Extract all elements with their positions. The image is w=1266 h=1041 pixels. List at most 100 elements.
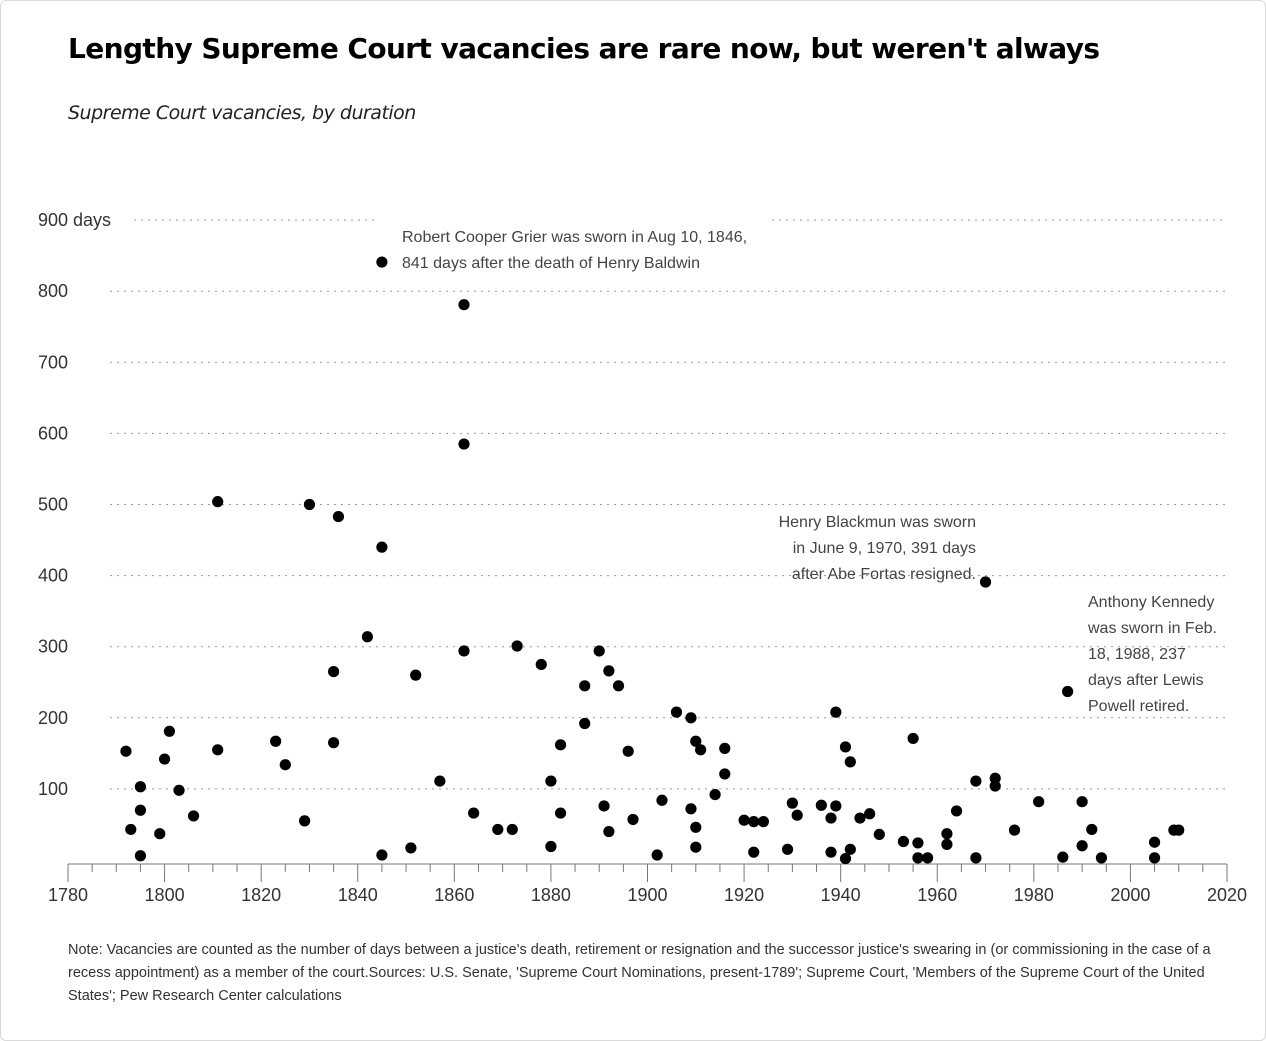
x-tick-label: 1900 (627, 885, 667, 905)
data-point (1086, 823, 1098, 836)
data-point (830, 800, 842, 812)
y-tick-label: 100 (38, 779, 68, 799)
data-point (328, 665, 340, 678)
data-point (989, 780, 1001, 792)
x-tick-label: 2020 (1207, 885, 1247, 905)
data-point (361, 631, 374, 643)
data-point (781, 843, 794, 855)
data-point (627, 813, 639, 826)
data-point (690, 841, 702, 853)
data-point (1062, 685, 1074, 698)
annotation-1: Robert Cooper Grier was sworn in Aug 10,… (402, 229, 747, 272)
data-point (579, 680, 591, 692)
data-point (1148, 836, 1161, 848)
data-point (603, 825, 615, 838)
data-point (1008, 824, 1021, 836)
x-tick-label: 1860 (434, 885, 474, 905)
data-point (670, 706, 683, 718)
data-point (685, 803, 697, 815)
chart-note: Note: Vacancies are counted as the numbe… (68, 942, 1211, 1004)
data-point (376, 541, 388, 553)
annotation-line: after Abe Fortas resigned. (792, 566, 976, 583)
data-point (212, 496, 224, 508)
data-point (839, 852, 852, 865)
data-point (598, 800, 610, 812)
data-point (979, 576, 992, 588)
data-point (328, 737, 340, 749)
data-point (187, 810, 200, 822)
data-point (535, 658, 547, 671)
data-point (158, 753, 171, 765)
data-point (950, 805, 963, 817)
data-point (458, 438, 470, 450)
data-point (579, 717, 591, 730)
data-point (748, 846, 760, 858)
data-point (690, 821, 702, 833)
data-point (492, 823, 504, 836)
data-point (873, 828, 885, 841)
data-points (120, 256, 1185, 865)
data-point (791, 809, 803, 821)
data-point (854, 812, 866, 824)
data-point (786, 797, 798, 809)
data-point (830, 706, 842, 718)
x-tick-label: 1920 (724, 885, 764, 905)
axes: 100 200 300 400 500 600 700 800 900 days 1780 1800… (38, 210, 1247, 905)
data-point (468, 807, 480, 819)
annotation-line: 841 days after the death of Henry Baldwi… (402, 255, 700, 272)
data-point (719, 742, 731, 754)
data-point (921, 852, 934, 864)
x-tick-label: 1940 (821, 885, 861, 905)
data-point (134, 781, 147, 793)
data-point (511, 640, 523, 652)
x-tick-label: 1980 (1014, 885, 1054, 905)
data-point (279, 759, 291, 771)
data-point (299, 815, 311, 827)
annotation-2: Henry Blackmun was sworn in June 9, 1970,… (779, 514, 976, 583)
data-point (970, 852, 982, 864)
data-point (815, 799, 827, 811)
data-point (1033, 796, 1045, 808)
y-tick-label: 600 (38, 423, 68, 443)
data-point (738, 814, 750, 826)
data-point (506, 823, 518, 836)
y-tick-label: 400 (38, 566, 68, 586)
data-point (154, 828, 166, 840)
data-point (376, 849, 388, 861)
data-point (303, 498, 316, 511)
data-point (434, 775, 446, 787)
data-point (1076, 796, 1088, 808)
data-point (163, 725, 176, 737)
data-point (825, 846, 837, 858)
x-tick-label: 2000 (1110, 885, 1150, 905)
data-point (844, 756, 856, 768)
data-point (690, 735, 702, 747)
x-tick-label: 1820 (241, 885, 281, 905)
annotation-3: Anthony Kennedy was sworn in Feb. 18, 1988… (1087, 594, 1217, 715)
x-tick-label: 1880 (531, 885, 571, 905)
annotation-line: in June 9, 1970, 391 days (793, 540, 976, 557)
data-point (912, 837, 924, 849)
data-point (1076, 840, 1088, 852)
data-point (212, 744, 224, 756)
y-tick-label: 700 (38, 352, 68, 372)
y-tick-label: 200 (38, 708, 68, 728)
data-point (134, 804, 147, 816)
data-point (825, 812, 837, 824)
annotations: Robert Cooper Grier was sworn in Aug 10,… (402, 229, 1217, 715)
data-point (270, 735, 282, 747)
data-point (941, 838, 953, 850)
data-point (864, 808, 876, 820)
data-point (134, 850, 147, 862)
y-tick-label: 300 (38, 637, 68, 657)
x-tick-label: 1960 (917, 885, 957, 905)
data-point (554, 739, 567, 751)
data-point (748, 816, 760, 828)
data-point (970, 775, 982, 787)
data-point (1095, 852, 1108, 864)
gridlines (110, 219, 1227, 790)
data-point (603, 665, 615, 677)
data-point (941, 828, 953, 840)
data-point (405, 842, 417, 854)
